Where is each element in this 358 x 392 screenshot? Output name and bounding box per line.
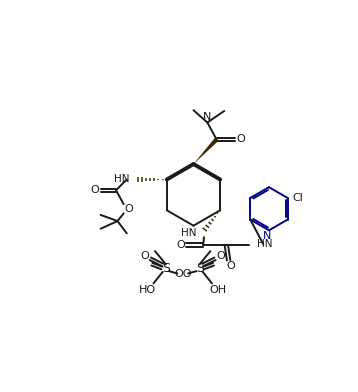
Text: OH: OH	[209, 285, 227, 295]
Text: HN: HN	[257, 239, 273, 249]
Text: OO: OO	[174, 269, 192, 279]
Text: N: N	[203, 112, 212, 122]
Text: Cl: Cl	[292, 193, 303, 203]
Text: O: O	[176, 240, 185, 250]
Text: S: S	[195, 261, 204, 274]
Text: O: O	[91, 185, 100, 195]
Text: S: S	[162, 261, 170, 274]
Text: O: O	[124, 204, 133, 214]
Text: O: O	[236, 134, 245, 144]
Text: HN: HN	[113, 174, 129, 184]
Text: O: O	[141, 251, 149, 261]
Text: O: O	[227, 261, 235, 272]
Polygon shape	[193, 138, 218, 164]
Text: HO: HO	[139, 285, 156, 295]
Text: N: N	[262, 231, 271, 241]
Text: O: O	[216, 251, 225, 261]
Text: HN: HN	[181, 228, 196, 238]
